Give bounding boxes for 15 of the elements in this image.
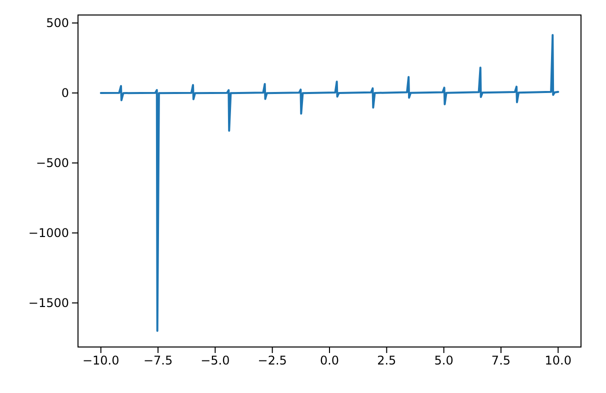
x-tick-label: 0.0 bbox=[320, 354, 340, 368]
y-tick-label: 0 bbox=[61, 86, 69, 100]
x-tick-label: 10.0 bbox=[544, 354, 572, 368]
y-tick-label: 500 bbox=[46, 16, 69, 30]
x-tick-label: −7.5 bbox=[143, 354, 173, 368]
x-tick-label: 2.5 bbox=[377, 354, 396, 368]
y-tick-label: −1000 bbox=[28, 226, 69, 240]
x-tick-label: 7.5 bbox=[491, 354, 511, 368]
x-tick-label: −5.0 bbox=[200, 354, 230, 368]
x-tick-label: −2.5 bbox=[258, 354, 287, 368]
y-tick-label: −500 bbox=[36, 156, 69, 170]
x-tick-label: −10.0 bbox=[82, 354, 120, 368]
x-tick-label: 5.0 bbox=[434, 354, 454, 368]
line-series bbox=[100, 34, 560, 332]
y-tick-label: −1500 bbox=[28, 296, 69, 310]
